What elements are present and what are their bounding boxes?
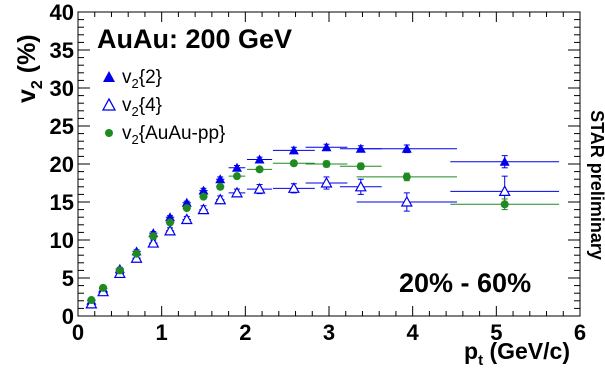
data-point bbox=[498, 185, 511, 196]
legend-entry-v2-aupp: v2{AuAu-pp} bbox=[122, 123, 225, 147]
x-tick-label: 1 bbox=[156, 320, 168, 345]
data-point bbox=[166, 218, 175, 227]
data-point bbox=[165, 212, 176, 222]
y-tick-label: 10 bbox=[50, 228, 74, 253]
y-axis-title-sub: 2 bbox=[29, 80, 46, 89]
data-point bbox=[231, 162, 242, 172]
y-tick-label: 30 bbox=[50, 76, 74, 101]
legend-v2-aupp-sub: 2 bbox=[132, 132, 139, 147]
data-point bbox=[182, 204, 191, 213]
x-tick-label: 6 bbox=[574, 320, 586, 345]
x-axis-title-sub: t bbox=[478, 352, 483, 369]
data-point bbox=[400, 195, 413, 207]
legend-v2-aupp-rest: {AuAu-pp} bbox=[139, 123, 226, 144]
legend-v2-4-sub: 2 bbox=[132, 104, 139, 119]
data-point bbox=[320, 176, 333, 188]
legend-v2-aupp-main: v bbox=[122, 123, 132, 144]
data-point bbox=[198, 185, 209, 195]
data-point bbox=[147, 236, 160, 248]
y-tick-label: 35 bbox=[50, 38, 74, 63]
y-axis-title: v2 (%) bbox=[13, 34, 46, 103]
y-tick-label: 15 bbox=[50, 190, 74, 215]
data-point bbox=[215, 174, 226, 184]
data-point bbox=[321, 142, 332, 152]
legend-entry-v2-2: v2{2} bbox=[122, 67, 162, 91]
x-tick-label: 0 bbox=[72, 320, 84, 345]
data-point bbox=[87, 296, 96, 305]
legend-v2-2-main: v bbox=[122, 67, 132, 88]
data-point bbox=[130, 252, 143, 263]
y-axis-title-rest: (%) bbox=[13, 34, 41, 80]
axes: 0 1 2 3 4 5 6 0 5 10 15 20 25 30 35 40 bbox=[50, 0, 587, 345]
legend: v2{2} v2{4} v2{AuAu-pp} bbox=[101, 67, 225, 147]
data-point bbox=[500, 200, 509, 209]
series-1 bbox=[85, 175, 560, 309]
data-point bbox=[181, 197, 192, 207]
data-point bbox=[99, 283, 108, 292]
data-point bbox=[356, 162, 365, 171]
data-point bbox=[115, 266, 124, 275]
y-tick-label: 0 bbox=[62, 304, 74, 329]
series-2 bbox=[87, 159, 560, 305]
legend-v2-2-sub: 2 bbox=[132, 76, 139, 91]
legend-marker-v2-4 bbox=[101, 97, 117, 111]
legend-marker-v2-aupp bbox=[105, 129, 113, 137]
x-tick-label: 5 bbox=[490, 320, 502, 345]
legend-v2-4-main: v bbox=[122, 95, 132, 116]
data-point bbox=[253, 182, 266, 194]
legend-entry-v2-4: v2{4} bbox=[122, 95, 162, 119]
y-tick-label: 25 bbox=[50, 114, 74, 139]
centrality-annotation: 20% - 60% bbox=[399, 268, 531, 298]
x-tick-label: 3 bbox=[323, 320, 335, 345]
data-point bbox=[401, 143, 412, 153]
data-point bbox=[232, 172, 241, 181]
data-point bbox=[214, 193, 227, 205]
y-tick-label: 40 bbox=[50, 0, 74, 25]
legend-v2-2-rest: {2} bbox=[139, 67, 162, 88]
legend-marker-v2-2 bbox=[103, 71, 115, 82]
data-point bbox=[499, 156, 510, 166]
data-point bbox=[197, 203, 210, 215]
preliminary-annotation: STAR preliminary bbox=[587, 110, 605, 260]
data-point bbox=[354, 180, 367, 192]
data-point bbox=[164, 224, 177, 236]
y-tick-label: 20 bbox=[50, 152, 74, 177]
data-point bbox=[132, 249, 141, 258]
data-point bbox=[287, 182, 300, 193]
data-point bbox=[288, 145, 299, 155]
data-point bbox=[199, 192, 208, 201]
data-point bbox=[230, 186, 243, 198]
x-axis-title: pt (GeV/c) bbox=[464, 338, 570, 369]
data-marks bbox=[85, 142, 560, 309]
x-tick-label: 2 bbox=[239, 320, 251, 345]
data-point bbox=[180, 213, 193, 225]
legend-v2-4-rest: {4} bbox=[139, 95, 162, 116]
x-tick-label: 4 bbox=[407, 320, 420, 345]
data-point bbox=[322, 160, 331, 168]
data-point bbox=[254, 154, 265, 164]
y-axis-title-main: v bbox=[13, 89, 41, 103]
data-point bbox=[402, 172, 411, 181]
y-tick-label: 5 bbox=[62, 266, 74, 291]
data-point bbox=[289, 159, 298, 168]
data-point bbox=[149, 232, 158, 241]
system-annotation: AuAu: 200 GeV bbox=[97, 24, 292, 54]
data-point bbox=[216, 182, 225, 191]
x-axis-title-rest: (GeV/c) bbox=[483, 338, 570, 364]
data-point bbox=[255, 165, 264, 174]
x-axis-title-main: p bbox=[464, 338, 478, 364]
